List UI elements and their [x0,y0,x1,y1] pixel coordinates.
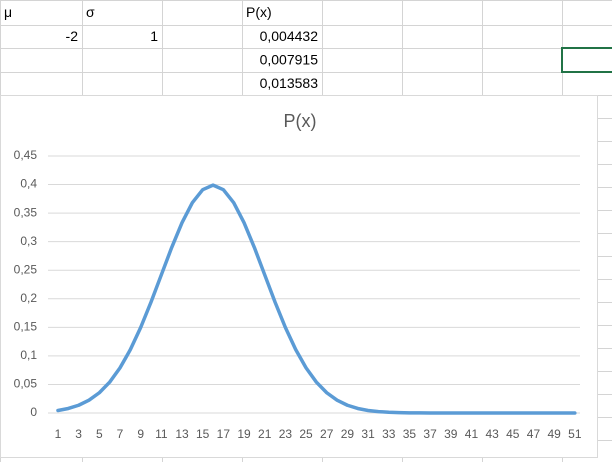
chart-area [0,95,598,458]
cell-text: 0,013583 [260,75,319,91]
x-tick-label: 29 [341,427,355,441]
x-tick-label: 43 [485,427,499,441]
y-tick-label: 0,05 [14,377,38,391]
x-tick-label: 45 [506,427,520,441]
x-tick-label: 7 [117,427,124,441]
selected-cell[interactable] [561,47,612,73]
y-tick-label: 0,45 [14,148,38,162]
x-tick-label: 25 [299,427,313,441]
cell-text: 1 [150,28,158,44]
data-line [56,183,577,415]
x-tick-label: 1 [55,427,62,441]
x-tick-label: 13 [175,427,189,441]
x-tick-label: 37 [423,427,437,441]
y-tick-label: 0,2 [20,291,37,305]
x-tick-label: 15 [196,427,210,441]
chart[interactable]: P(x) 00,050,10,150,20,250,30,350,40,451 3… [0,95,598,458]
x-tick-label: 39 [444,427,458,441]
x-tick-label: 17 [217,427,231,441]
x-tick-label: 19 [237,427,251,441]
x-tick-label: 35 [403,427,417,441]
cell-text: σ [86,4,95,20]
y-tick-label: 0 [30,405,37,419]
chart-title: P(x) [284,111,317,131]
cell-text: μ [4,4,12,20]
x-tick-label: 9 [137,427,144,441]
x-tick-label: 5 [96,427,103,441]
x-tick-label: 21 [258,427,272,441]
x-tick-label: 31 [361,427,375,441]
x-tick-label: 33 [382,427,396,441]
y-tick-label: 0,3 [20,234,37,248]
cells: μ σ P(x) -2 1 0,004432 0,007915 0,013583 [4,4,318,91]
x-tick-label: 3 [75,427,82,441]
cell-text: 0,007915 [260,52,319,68]
cell-text: 0,004432 [260,28,319,44]
y-tick-label: 0,4 [20,177,37,191]
x-tick-label: 27 [320,427,334,441]
y-tick-label: 0,1 [20,348,37,362]
cell-text: P(x) [246,4,272,20]
y-tick-label: 0,25 [14,262,38,276]
x-tick-label: 49 [547,427,561,441]
x-tick-label: 47 [527,427,541,441]
x-tick-label: 11 [155,427,168,441]
x-tick-label: 23 [279,427,293,441]
y-tick-label: 0,15 [14,320,38,334]
y-tick-label: 0,35 [14,205,38,219]
x-tick-label: 41 [465,427,479,441]
cell-text: -2 [66,28,79,44]
x-tick-label: 51 [568,427,582,441]
